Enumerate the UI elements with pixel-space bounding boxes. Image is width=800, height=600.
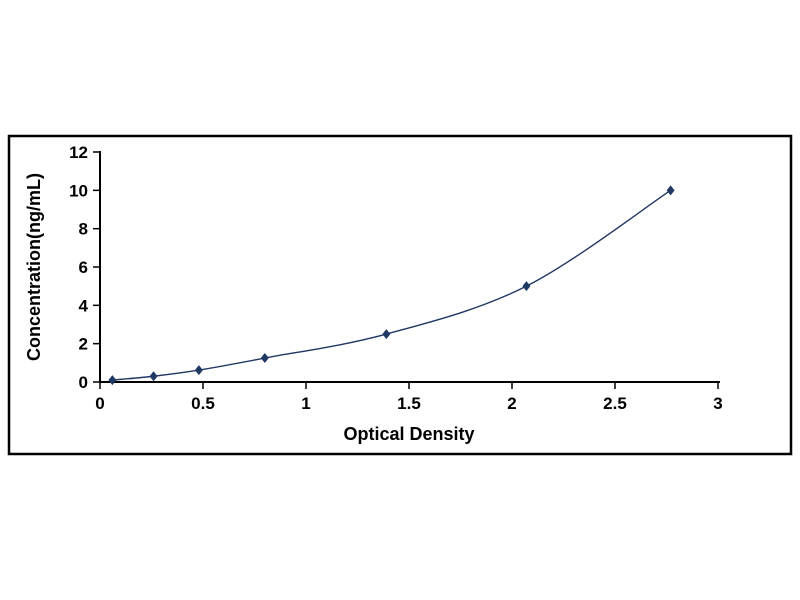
y-tick-label: 8: [79, 220, 88, 239]
y-tick-label: 10: [69, 181, 88, 200]
x-tick-label: 2.5: [603, 394, 627, 413]
data-point-marker: [522, 281, 531, 292]
x-tick-label: 0: [95, 394, 104, 413]
y-tick-label: 2: [79, 335, 88, 354]
series-curve: [112, 189, 672, 381]
x-tick-label: 2: [507, 394, 516, 413]
data-point-marker: [260, 353, 269, 364]
y-axis-ticks: 0 2 4 6 8 10 12: [69, 143, 100, 392]
data-point-marker: [108, 375, 117, 386]
x-axis-ticks: 0 0.5 1 1.5 2 2.5 3: [95, 382, 723, 413]
y-tick-label: 0: [79, 373, 88, 392]
chart-frame-border: [7, 134, 793, 456]
data-series: [108, 185, 675, 386]
y-tick-label: 4: [79, 296, 89, 315]
x-tick-label: 1: [301, 394, 310, 413]
data-point-marker: [194, 365, 203, 376]
x-axis-label: Optical Density: [343, 424, 474, 444]
x-tick-label: 0.5: [191, 394, 215, 413]
data-point-marker: [666, 185, 675, 196]
data-point-marker: [382, 329, 391, 340]
data-point-marker: [149, 371, 158, 382]
x-tick-label: 3: [713, 394, 722, 413]
y-tick-label: 6: [79, 258, 88, 277]
y-axis-label: Concentration(ng/mL): [24, 173, 44, 361]
x-tick-label: 1.5: [397, 394, 421, 413]
y-tick-label: 12: [69, 143, 88, 162]
